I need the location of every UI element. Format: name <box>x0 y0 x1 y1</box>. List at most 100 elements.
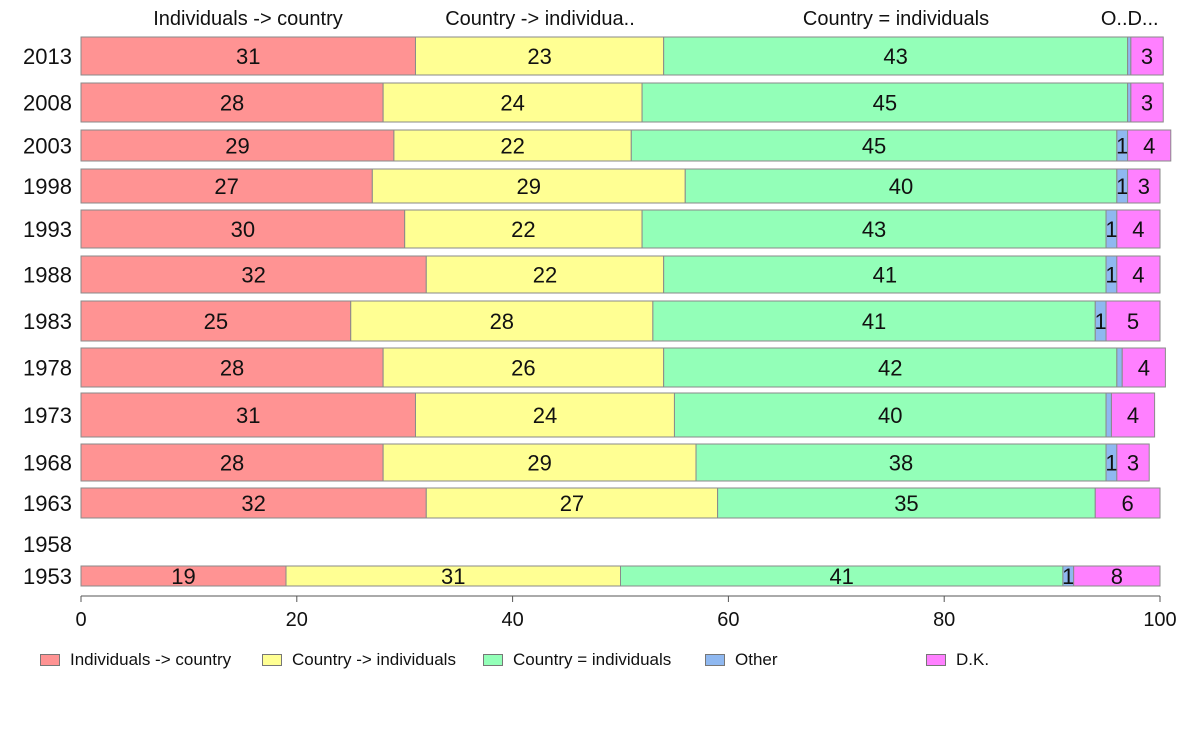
data-label: 40 <box>878 403 902 428</box>
bar-segment <box>80 255 427 294</box>
x-tick-label: 0 <box>75 609 86 631</box>
data-label: 4 <box>1138 356 1150 381</box>
data-label: 32 <box>241 491 265 516</box>
bar-segment <box>652 300 1096 342</box>
y-tick-label: 2008 <box>23 91 72 116</box>
y-tick-label: 1968 <box>23 451 72 476</box>
data-label: 35 <box>894 491 918 516</box>
chart-legend: Individuals -> country Country -> individ… <box>0 648 1188 672</box>
y-tick-label: 1958 <box>23 532 72 557</box>
data-label: 31 <box>236 44 260 69</box>
data-label: 22 <box>533 263 557 288</box>
stacked-bar-chart: Individuals -> country Country -> individ… <box>23 8 1177 631</box>
data-label: 26 <box>511 356 535 381</box>
bar-segment <box>641 209 1107 249</box>
data-label: 43 <box>862 217 886 242</box>
bar-segment <box>80 209 406 249</box>
bar-segment <box>414 36 665 76</box>
data-label: 28 <box>220 451 244 476</box>
bar-segment <box>1116 255 1161 294</box>
legend-swatch <box>705 654 725 666</box>
bar-segment <box>1127 168 1161 204</box>
data-label: 31 <box>441 564 465 589</box>
data-label: 40 <box>889 174 913 199</box>
legend-item: Country = individuals <box>483 648 671 672</box>
legend-item: Individuals -> country <box>40 648 231 672</box>
data-label: 3 <box>1138 174 1150 199</box>
data-label: 1 <box>1105 263 1117 288</box>
data-label: 45 <box>862 134 886 159</box>
bar-segment <box>80 82 384 123</box>
data-label: 28 <box>490 309 514 334</box>
data-label: 19 <box>171 564 195 589</box>
legend-swatch <box>40 654 60 666</box>
data-label: 41 <box>862 309 886 334</box>
top-label: Country -> individua.. <box>445 8 635 30</box>
bar-segment <box>630 129 1118 162</box>
data-label: 1 <box>1095 309 1107 334</box>
bar-segment <box>80 129 395 162</box>
data-label: 29 <box>225 134 249 159</box>
bar-segment <box>1094 487 1161 519</box>
data-label: 41 <box>829 564 853 589</box>
bar-segment <box>695 443 1107 482</box>
legend-swatch <box>926 654 946 666</box>
bar-segment <box>673 392 1107 438</box>
legend-label: Other <box>735 650 778 669</box>
bar-segment <box>1116 209 1161 249</box>
data-label: 22 <box>500 134 524 159</box>
y-tick-label: 1998 <box>23 174 72 199</box>
data-label: 38 <box>889 451 913 476</box>
data-label: 43 <box>883 44 907 69</box>
y-tick-label: 1983 <box>23 309 72 334</box>
bar-segment <box>371 168 686 204</box>
bar-segment <box>1116 443 1150 482</box>
bar-segment <box>663 347 1118 388</box>
data-label: 24 <box>500 91 524 116</box>
bar-segment <box>80 392 416 438</box>
data-label: 4 <box>1127 403 1139 428</box>
data-label: 24 <box>533 403 557 428</box>
legend-item: Other <box>705 648 778 672</box>
data-label: 1 <box>1062 564 1074 589</box>
legend-swatch <box>262 654 282 666</box>
bar-segment <box>1121 347 1166 388</box>
y-tick-label: 1993 <box>23 217 72 242</box>
bar-segment <box>1110 392 1156 438</box>
x-tick-label: 80 <box>933 609 955 631</box>
top-label: Individuals -> country <box>153 8 343 30</box>
data-label: 1 <box>1116 134 1128 159</box>
y-tick-label: 2003 <box>23 134 72 159</box>
data-label: 22 <box>511 217 535 242</box>
legend-item: Country -> individuals <box>262 648 456 672</box>
bar-segment <box>1105 300 1161 342</box>
data-label: 31 <box>236 403 260 428</box>
data-label: 1 <box>1105 217 1117 242</box>
top-label: D... <box>1127 8 1158 30</box>
bar-segment <box>1130 82 1164 123</box>
bar-segment <box>382 443 697 482</box>
data-label: 3 <box>1127 451 1139 476</box>
data-label: 6 <box>1122 491 1134 516</box>
data-label: 4 <box>1132 263 1144 288</box>
y-tick-label: 2013 <box>23 44 72 69</box>
legend-item: D.K. <box>926 648 989 672</box>
data-label: 30 <box>231 217 255 242</box>
bar-segment <box>1116 347 1123 388</box>
data-label: 27 <box>560 491 584 516</box>
x-tick-label: 100 <box>1143 609 1176 631</box>
bar-segment <box>641 82 1129 123</box>
data-label: 25 <box>204 309 228 334</box>
bar-segment <box>425 487 719 519</box>
y-tick-label: 1963 <box>23 491 72 516</box>
legend-label: Country -> individuals <box>292 650 456 669</box>
bar-segment <box>663 255 1107 294</box>
top-label: O... <box>1101 8 1133 30</box>
bar-segment <box>382 82 643 123</box>
bar-segment <box>1130 36 1164 76</box>
y-tick-label: 1978 <box>23 356 72 381</box>
data-label: 42 <box>878 356 902 381</box>
bar-segment <box>1105 392 1112 438</box>
legend-swatch <box>483 654 503 666</box>
data-label: 8 <box>1111 564 1123 589</box>
